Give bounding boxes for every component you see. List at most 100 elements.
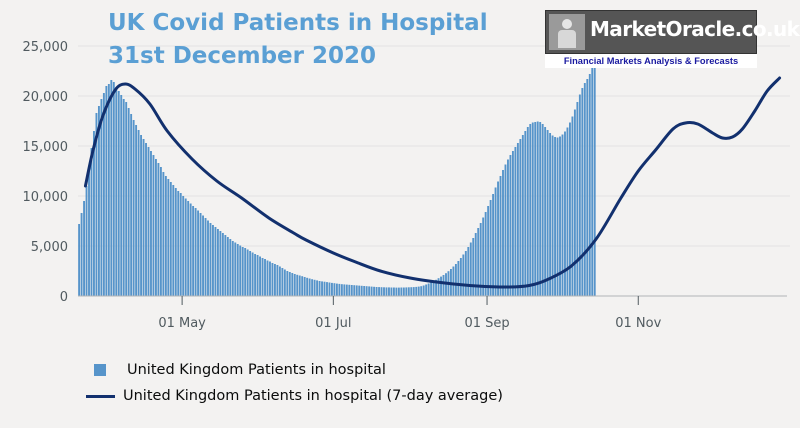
bar: [97, 106, 100, 296]
bar: [184, 198, 187, 296]
bar: [440, 276, 442, 296]
y-tick-label: 0: [60, 290, 68, 305]
bar: [539, 122, 542, 296]
bar: [212, 225, 214, 296]
bar: [259, 256, 261, 296]
bar: [571, 116, 574, 296]
bar: [88, 166, 90, 296]
bar: [326, 282, 328, 296]
bar: [519, 139, 522, 296]
legend-bar-swatch: [94, 364, 106, 376]
bar: [410, 287, 413, 296]
bar: [370, 286, 373, 296]
bar: [335, 283, 338, 296]
bar: [291, 273, 294, 296]
bar: [204, 218, 207, 296]
bar: [100, 99, 103, 296]
bar: [482, 217, 485, 296]
bar: [78, 224, 81, 296]
bar: [395, 287, 398, 296]
bar: [554, 137, 556, 296]
bar: [137, 130, 140, 296]
bar: [549, 133, 552, 296]
bar: [278, 266, 281, 296]
bar: [167, 179, 170, 296]
bar: [174, 188, 177, 296]
bar: [583, 83, 586, 296]
bar: [452, 266, 455, 296]
bar: [189, 203, 192, 296]
bar: [432, 281, 435, 296]
bar: [494, 187, 497, 296]
bar: [502, 170, 504, 296]
bar: [219, 231, 222, 296]
bar: [422, 285, 425, 296]
bar: [318, 281, 321, 296]
bar: [492, 194, 495, 296]
bar: [207, 220, 209, 296]
bar: [288, 272, 291, 296]
bar: [425, 284, 428, 296]
bar: [534, 122, 537, 296]
seven-day-average-line: [83, 76, 782, 289]
bar: [556, 137, 559, 296]
bar: [417, 286, 420, 296]
bar: [140, 135, 143, 296]
bar: [321, 281, 323, 296]
bar: [331, 282, 333, 296]
bar: [187, 201, 190, 296]
x-tick-label: 01 Jul: [315, 316, 351, 331]
bar: [593, 58, 596, 296]
bar: [586, 79, 589, 296]
bar: [355, 285, 358, 296]
bar: [229, 239, 232, 296]
bar: [221, 233, 224, 296]
x-tick-label: 01 May: [158, 316, 206, 331]
bar: [283, 269, 286, 296]
bar: [573, 109, 576, 296]
legend-item-bars: United Kingdom Patients in hospital: [86, 359, 386, 381]
bar: [110, 80, 113, 296]
bar: [276, 265, 279, 296]
chart-title: UK Covid Patients in Hospital: [108, 10, 488, 36]
bar: [226, 237, 229, 296]
bar: [588, 74, 591, 296]
bar: [546, 130, 549, 296]
bar: [430, 282, 433, 296]
chart-subtitle: 31st December 2020: [108, 43, 377, 69]
bar: [497, 181, 499, 296]
bar: [266, 260, 269, 296]
bar: [499, 176, 502, 296]
bar: [511, 151, 514, 296]
bar: [246, 249, 249, 296]
legend-line-label: United Kingdom Patients in hospital (7-d…: [123, 388, 503, 404]
bar: [472, 238, 475, 296]
bar: [412, 287, 415, 296]
bar: [566, 127, 569, 296]
bar: [576, 102, 579, 296]
bar: [251, 252, 254, 296]
bar: [323, 281, 326, 296]
bar: [524, 131, 527, 296]
bar: [415, 286, 418, 296]
bar: [80, 213, 83, 296]
bar: [365, 286, 368, 296]
bar: [551, 135, 554, 296]
bar: [216, 229, 219, 296]
bar: [209, 223, 212, 296]
bar: [591, 68, 594, 296]
bar: [360, 285, 363, 296]
bar: [388, 287, 390, 296]
logo-banner: MarketOracle.co.uk: [545, 10, 800, 54]
bar: [385, 287, 388, 296]
bar: [125, 102, 128, 296]
bar: [95, 113, 98, 296]
logo-text: MarketOracle.co.uk: [590, 17, 800, 41]
bar: [340, 284, 343, 296]
bar: [293, 274, 296, 296]
bar: [477, 228, 480, 296]
bar: [469, 242, 472, 296]
bar: [135, 125, 138, 296]
y-tick-label: 10,000: [23, 190, 69, 205]
